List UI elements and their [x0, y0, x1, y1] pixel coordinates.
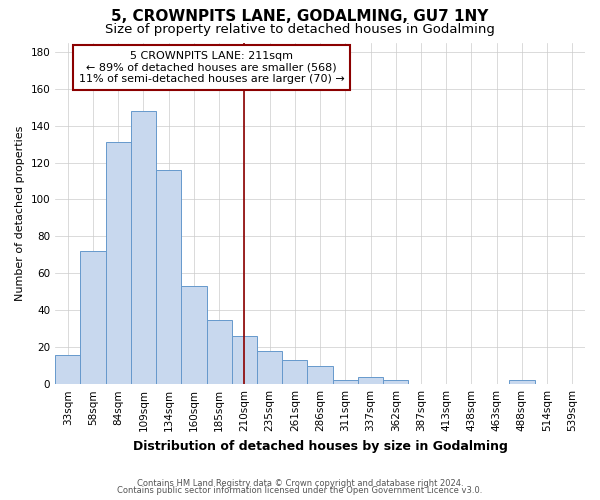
- Bar: [282, 360, 307, 384]
- Bar: [55, 354, 80, 384]
- Bar: [106, 142, 131, 384]
- Text: Contains HM Land Registry data © Crown copyright and database right 2024.: Contains HM Land Registry data © Crown c…: [137, 478, 463, 488]
- X-axis label: Distribution of detached houses by size in Godalming: Distribution of detached houses by size …: [133, 440, 508, 452]
- Bar: [156, 170, 181, 384]
- Bar: [206, 320, 232, 384]
- Bar: [509, 380, 535, 384]
- Bar: [80, 251, 106, 384]
- Text: 5 CROWNPITS LANE: 211sqm
← 89% of detached houses are smaller (568)
11% of semi-: 5 CROWNPITS LANE: 211sqm ← 89% of detach…: [79, 51, 344, 84]
- Bar: [307, 366, 332, 384]
- Bar: [257, 351, 282, 384]
- Bar: [131, 111, 156, 384]
- Bar: [332, 380, 358, 384]
- Text: Size of property relative to detached houses in Godalming: Size of property relative to detached ho…: [105, 22, 495, 36]
- Text: Contains public sector information licensed under the Open Government Licence v3: Contains public sector information licen…: [118, 486, 482, 495]
- Bar: [232, 336, 257, 384]
- Y-axis label: Number of detached properties: Number of detached properties: [15, 126, 25, 301]
- Bar: [181, 286, 206, 384]
- Bar: [358, 377, 383, 384]
- Text: 5, CROWNPITS LANE, GODALMING, GU7 1NY: 5, CROWNPITS LANE, GODALMING, GU7 1NY: [112, 9, 488, 24]
- Bar: [383, 380, 409, 384]
